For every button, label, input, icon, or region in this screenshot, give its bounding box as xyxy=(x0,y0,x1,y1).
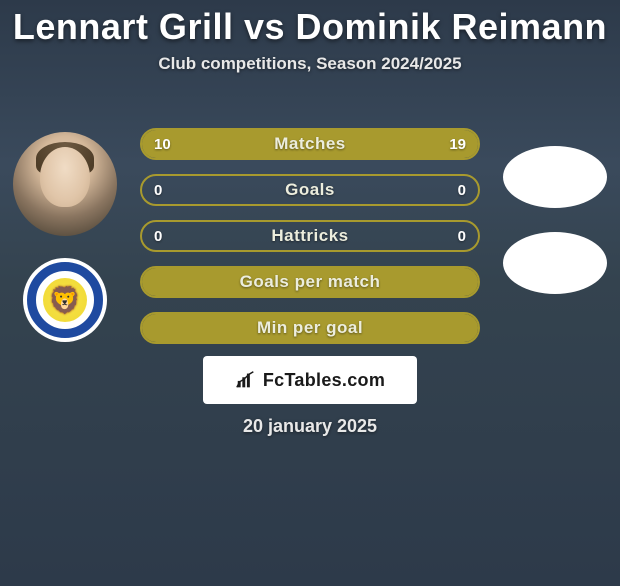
club-badge-left: 🦁 xyxy=(23,258,107,342)
player-left-photo xyxy=(13,132,117,236)
lion-icon: 🦁 xyxy=(49,287,81,313)
date-text: 20 january 2025 xyxy=(0,416,620,437)
stat-label: Min per goal xyxy=(142,314,478,342)
stat-row-hattricks: 0 Hattricks 0 xyxy=(140,220,480,252)
stat-row-goals-per-match: Goals per match xyxy=(140,266,480,298)
stat-val-right: 0 xyxy=(458,176,466,204)
stat-label: Matches xyxy=(142,130,478,158)
player-right-placeholder-2 xyxy=(503,232,607,294)
bar-chart-icon xyxy=(235,369,257,391)
stat-label: Goals per match xyxy=(142,268,478,296)
brand-name: FcTables.com xyxy=(263,370,385,391)
player-right-column xyxy=(490,126,620,294)
stat-val-right: 19 xyxy=(449,130,466,158)
page-subtitle: Club competitions, Season 2024/2025 xyxy=(0,54,620,74)
brand-badge: FcTables.com xyxy=(203,356,417,404)
player-right-placeholder xyxy=(503,146,607,208)
stat-row-matches: 10 Matches 19 xyxy=(140,128,480,160)
page-title: Lennart Grill vs Dominik Reimann xyxy=(0,6,620,48)
stat-row-goals: 0 Goals 0 xyxy=(140,174,480,206)
stat-row-min-per-goal: Min per goal xyxy=(140,312,480,344)
player-left-column: 🦁 xyxy=(0,126,130,342)
stats-panel: 10 Matches 19 0 Goals 0 0 Hattricks 0 Go… xyxy=(140,128,480,358)
stat-label: Goals xyxy=(142,176,478,204)
stat-label: Hattricks xyxy=(142,222,478,250)
stat-val-right: 0 xyxy=(458,222,466,250)
